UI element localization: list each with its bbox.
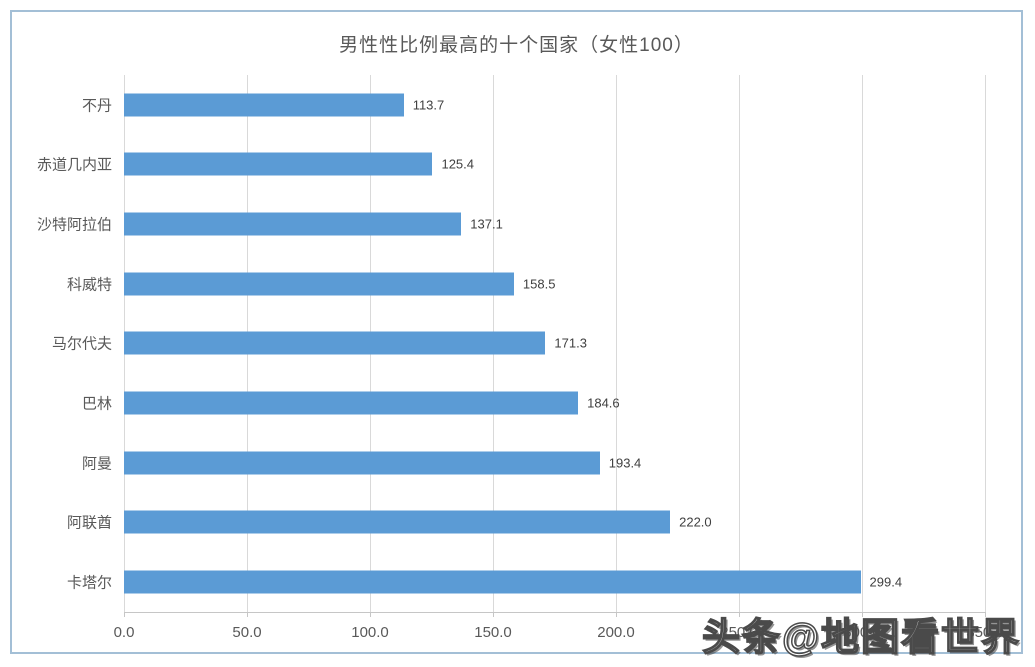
x-tick-mark xyxy=(493,612,494,617)
x-tick-mark xyxy=(862,612,863,617)
bar-value-label: 158.5 xyxy=(522,276,556,292)
gridline xyxy=(862,75,863,612)
bar-value-label: 193.4 xyxy=(608,455,642,471)
x-tick-label: 50.0 xyxy=(232,624,262,641)
bar-value-label: 299.4 xyxy=(869,574,903,590)
gridline xyxy=(985,75,986,612)
x-axis-labels: 0.0 50.0 100.0 150.0 200.0 250.0 300.0 350.0 xyxy=(114,624,1004,646)
x-tick-label: 200.0 xyxy=(597,624,635,641)
gridline xyxy=(616,75,617,612)
category-label: 巴林 xyxy=(81,395,112,413)
chart-frame: 男性性比例最高的十个国家（女性100） 不丹 113.7 赤道几内亚 125.4 沙特阿… xyxy=(10,10,1023,654)
x-tick-label: 300.0 xyxy=(843,624,881,641)
bar xyxy=(124,510,671,534)
bar-row: 阿联酋 222.0 xyxy=(67,493,985,553)
bar xyxy=(124,570,861,594)
category-label: 赤道几内亚 xyxy=(36,156,112,174)
x-tick-mark xyxy=(124,612,125,617)
bar-value-label: 222.0 xyxy=(679,514,712,530)
bar xyxy=(124,93,404,117)
x-tick-mark xyxy=(616,612,617,617)
bar xyxy=(124,391,579,415)
bar xyxy=(124,331,546,355)
bar-row: 巴林 184.6 xyxy=(82,373,985,433)
x-tick-label: 150.0 xyxy=(474,624,512,641)
watermark: 头条@地图看世界 xyxy=(701,616,1021,660)
bar-value-label: 184.6 xyxy=(587,395,620,411)
bar-row: 阿曼 193.4 xyxy=(82,433,985,493)
x-tick-mark xyxy=(985,612,986,617)
bar-row: 卡塔尔 299.4 xyxy=(67,552,985,612)
category-label: 马尔代夫 xyxy=(51,335,112,353)
x-tick-mark xyxy=(370,612,371,617)
bar xyxy=(124,451,600,475)
category-label: 阿曼 xyxy=(81,455,112,473)
bar-value-label: 113.7 xyxy=(412,97,445,113)
x-tick-label: 250.0 xyxy=(720,624,758,641)
x-tick-label: 100.0 xyxy=(351,624,389,641)
bar-row: 沙特阿拉伯 137.1 xyxy=(37,194,985,254)
bar-value-label: 125.4 xyxy=(441,156,475,172)
bar-row: 赤道几内亚 125.4 xyxy=(37,135,985,195)
bar-row: 科威特 158.5 xyxy=(67,254,985,314)
x-tick-mark xyxy=(247,612,248,617)
bar xyxy=(124,272,514,296)
plot-area: 不丹 113.7 赤道几内亚 125.4 沙特阿拉伯 137.1 科威特 158.5 马尔代夫 1… xyxy=(37,75,986,617)
category-label: 沙特阿拉伯 xyxy=(36,216,112,234)
gridline xyxy=(739,75,740,612)
category-label: 阿联酋 xyxy=(66,514,112,532)
chart-title: 男性性比例最高的十个国家（女性100） xyxy=(339,35,694,56)
x-tick-mark xyxy=(739,612,740,617)
category-label: 卡塔尔 xyxy=(66,574,112,592)
bar xyxy=(124,212,462,236)
bar-row: 马尔代夫 171.3 xyxy=(52,314,985,374)
x-tick-label: 0.0 xyxy=(113,624,135,641)
bar-value-label: 137.1 xyxy=(470,216,503,232)
bar xyxy=(124,152,433,176)
category-label: 科威特 xyxy=(66,276,112,294)
bar-row: 不丹 113.7 xyxy=(82,75,985,135)
bar-value-label: 171.3 xyxy=(554,335,587,351)
category-label: 不丹 xyxy=(81,97,112,115)
x-tick-label: 350.0 xyxy=(966,624,1004,641)
